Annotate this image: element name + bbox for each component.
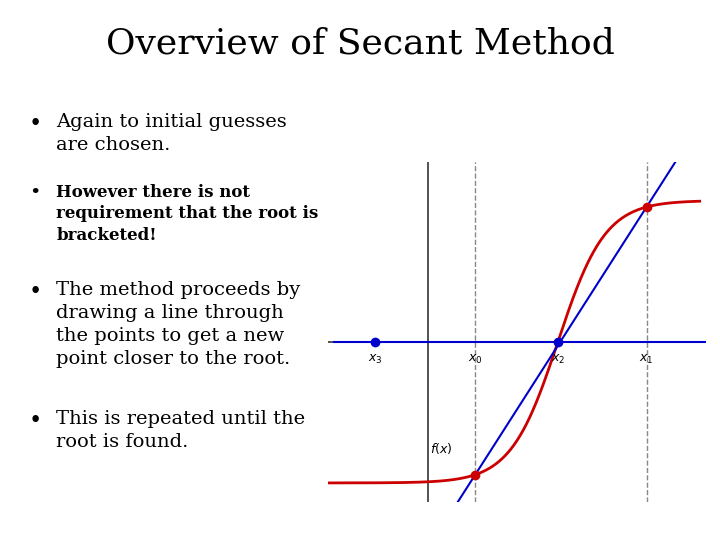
Text: $x_0$: $x_0$	[468, 353, 482, 366]
Text: $x_2$: $x_2$	[551, 353, 565, 366]
Text: •: •	[29, 184, 40, 201]
Text: $x_1$: $x_1$	[639, 353, 654, 366]
Text: •: •	[29, 281, 42, 303]
Text: This is repeated until the
root is found.: This is repeated until the root is found…	[56, 410, 305, 451]
Text: Again to initial guesses
are chosen.: Again to initial guesses are chosen.	[56, 113, 287, 154]
Text: The method proceeds by
drawing a line through
the points to get a new
point clos: The method proceeds by drawing a line th…	[56, 281, 300, 368]
Text: Overview of Secant Method: Overview of Secant Method	[106, 27, 614, 61]
Text: •: •	[29, 410, 42, 433]
Text: $x_3$: $x_3$	[367, 353, 382, 366]
Text: $f(x)$: $f(x)$	[431, 441, 453, 456]
Text: However there is not
requirement that the root is
bracketed!: However there is not requirement that th…	[56, 184, 318, 244]
Text: •: •	[29, 113, 42, 136]
